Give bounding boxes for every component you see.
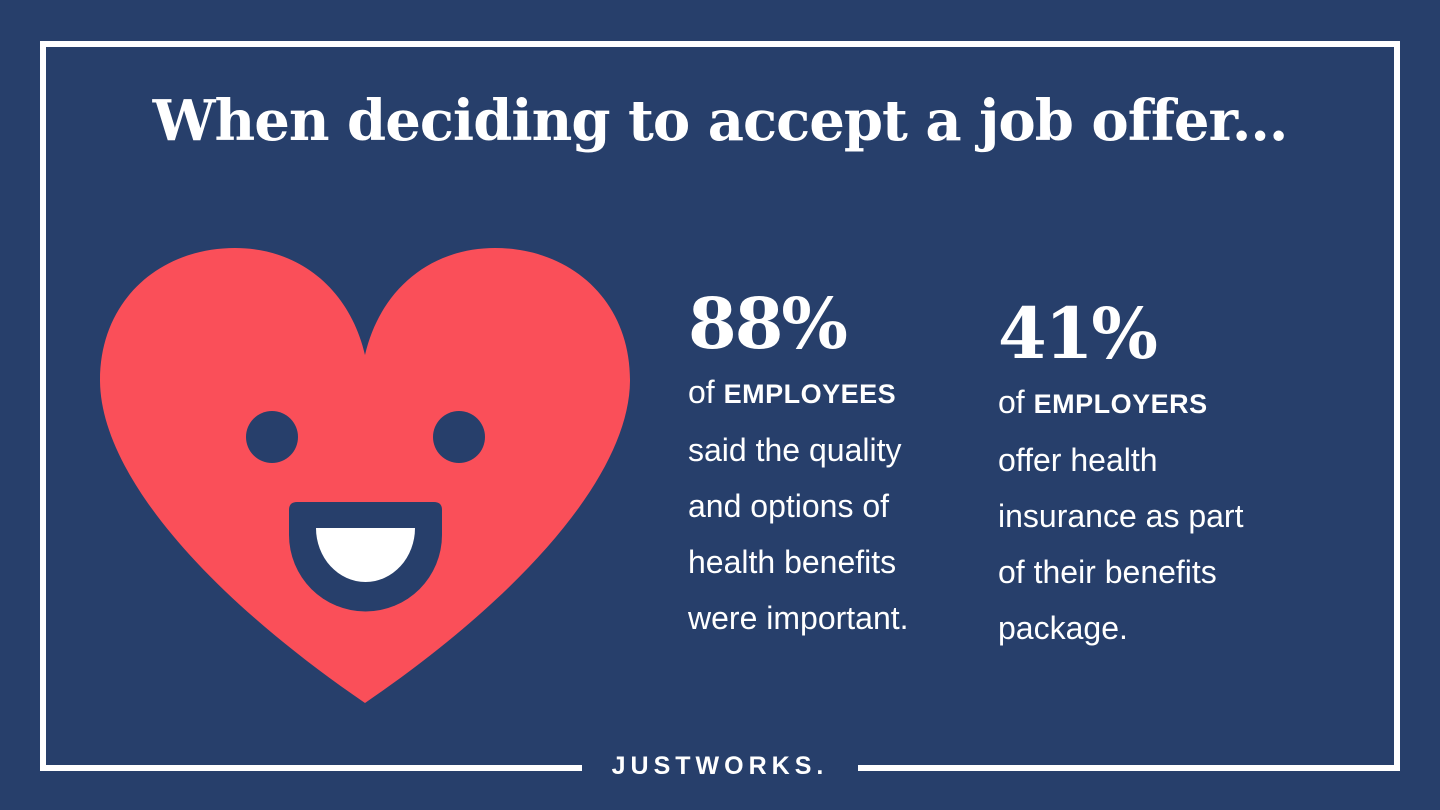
stat: 41% of EMPLOYERS offer health insurance a… [998,294,1243,656]
stat-figure: 88% [688,282,848,365]
stat-line: of EMPLOYEES [688,364,909,422]
stat-line: insurance as part [998,498,1244,534]
stat: 88% of EMPLOYEES said the quality and opt… [688,284,909,646]
stat-line: of EMPLOYERS [998,374,1243,432]
brand: JUSTWORKS. [582,744,858,788]
stat-line: said the quality [688,432,902,468]
stat-line: were important. [688,600,909,636]
stat-prefix: of [998,384,1025,420]
stat-emphasis: EMPLOYERS [1033,389,1208,419]
stat-prefix: of [688,374,715,410]
stat-line: health benefits [688,544,897,580]
stat-line: and options of [688,488,890,524]
stat-lines: offer health insurance as part of their be… [998,432,1243,656]
stat-emphasis: EMPLOYEES [723,379,897,409]
stat-lines: said the quality and options of health ben… [688,422,909,646]
stat-line: package. [998,610,1128,646]
heart-illustration [100,248,630,703]
stat-line: of their benefits [998,554,1217,590]
stat-line: offer health [998,442,1158,478]
title: When deciding to accept a job offer... [152,88,1289,154]
stat-figure: 41% [998,292,1158,375]
